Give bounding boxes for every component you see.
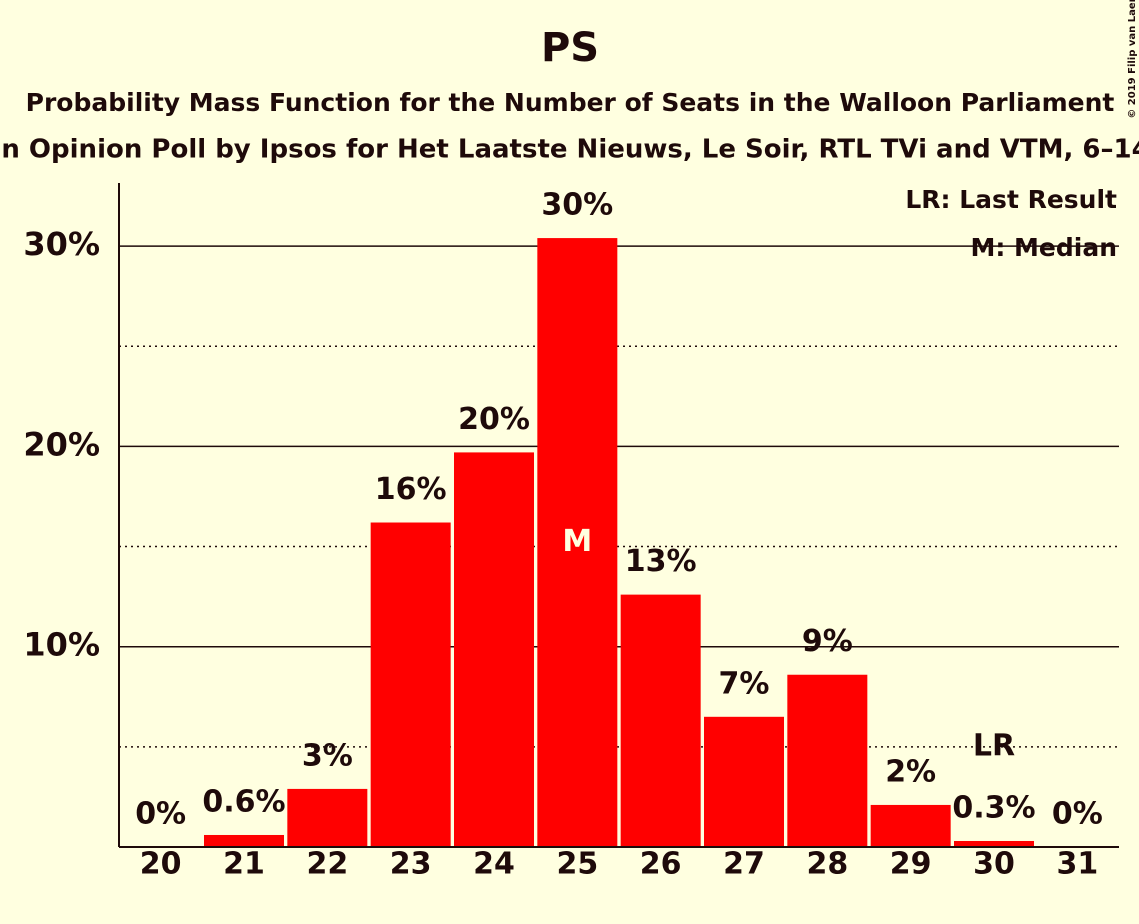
value-label: 30% <box>541 188 613 223</box>
value-label: 2% <box>885 754 936 789</box>
x-tick-label: 24 <box>473 847 515 882</box>
value-label: 16% <box>375 472 447 507</box>
copyright: © 2019 Filip van Laenen <box>1127 0 1138 119</box>
bar <box>454 452 534 847</box>
x-tick-label: 23 <box>390 847 432 882</box>
bar <box>870 804 951 847</box>
x-tick-label: 20 <box>140 847 182 882</box>
value-label: 0% <box>1052 797 1103 832</box>
y-tick-label: 20% <box>23 425 100 463</box>
y-tick-label: 10% <box>23 626 100 664</box>
value-label: 20% <box>458 402 530 437</box>
last-result-marker: LR <box>973 728 1015 763</box>
value-label: 3% <box>302 738 353 773</box>
value-label: 9% <box>802 624 853 659</box>
subtitle-2: Based on an Opinion Poll by Ipsos for He… <box>0 135 1139 165</box>
value-label: 0% <box>135 797 186 832</box>
value-label: 7% <box>719 666 770 701</box>
x-tick-label: 31 <box>1056 847 1098 882</box>
x-tick-label: 22 <box>306 847 348 882</box>
median-marker: M <box>562 524 592 559</box>
subtitle: Probability Mass Function for the Number… <box>26 88 1115 117</box>
bar <box>370 522 451 847</box>
bar <box>954 840 1034 847</box>
bar <box>704 716 784 847</box>
bar <box>620 594 701 847</box>
x-tick-label: 21 <box>223 847 265 882</box>
x-tick-label: 25 <box>556 847 598 882</box>
value-label: 0.6% <box>202 784 285 819</box>
x-tick-label: 28 <box>806 847 848 882</box>
chart-title: PS <box>541 25 599 71</box>
legend-note: M: Median <box>970 233 1117 262</box>
legend-note: LR: Last Result <box>905 185 1117 214</box>
x-tick-label: 29 <box>890 847 932 882</box>
x-tick-label: 26 <box>640 847 682 882</box>
y-tick-label: 30% <box>23 225 100 263</box>
bar <box>787 674 868 847</box>
x-tick-label: 27 <box>723 847 765 882</box>
bar <box>204 834 284 847</box>
x-tick-label: 30 <box>973 847 1015 882</box>
value-label: 13% <box>625 544 697 579</box>
bar <box>537 238 618 848</box>
bar <box>287 788 368 847</box>
value-label: 0.3% <box>952 790 1035 825</box>
